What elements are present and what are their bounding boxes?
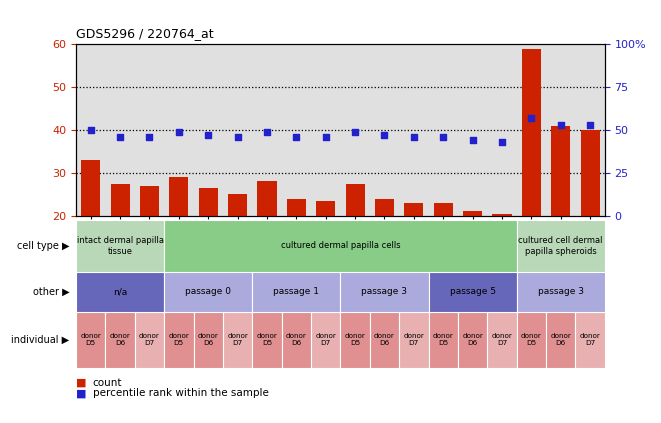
Text: donor
D7: donor D7 [580, 333, 601, 346]
Bar [140, 186, 159, 216]
Bar [551, 126, 570, 216]
Text: donor
D5: donor D5 [433, 333, 453, 346]
Bar [199, 188, 217, 216]
Text: GDS5296 / 220764_at: GDS5296 / 220764_at [76, 27, 214, 40]
Point [467, 137, 478, 144]
Point [585, 121, 596, 128]
Bar [492, 214, 512, 216]
Text: percentile rank within the sample: percentile rank within the sample [93, 388, 268, 398]
Point [174, 129, 184, 135]
Text: passage 5: passage 5 [449, 287, 496, 296]
Bar [405, 203, 424, 216]
Bar [223, 312, 253, 368]
Text: donor
D6: donor D6 [286, 333, 307, 346]
Text: n/a: n/a [113, 287, 127, 296]
Text: intact dermal papilla
tissue: intact dermal papilla tissue [77, 236, 163, 255]
Bar [428, 312, 458, 368]
Bar [375, 199, 394, 216]
Text: donor
D7: donor D7 [315, 333, 336, 346]
Bar [257, 181, 276, 216]
Bar [164, 272, 253, 312]
Bar [110, 184, 130, 216]
Text: donor
D5: donor D5 [256, 333, 278, 346]
Text: passage 1: passage 1 [274, 287, 319, 296]
Bar [458, 312, 487, 368]
Bar [369, 312, 399, 368]
Bar [487, 312, 517, 368]
Text: donor
D6: donor D6 [198, 333, 219, 346]
Text: donor
D5: donor D5 [521, 333, 542, 346]
Bar [517, 312, 546, 368]
Text: donor
D5: donor D5 [344, 333, 366, 346]
Text: cultured dermal papilla cells: cultured dermal papilla cells [281, 242, 400, 250]
Point [438, 134, 449, 140]
Bar [76, 272, 164, 312]
Point [232, 134, 243, 140]
Bar [311, 312, 340, 368]
Bar [287, 199, 306, 216]
Text: passage 0: passage 0 [185, 287, 231, 296]
Text: donor
D6: donor D6 [462, 333, 483, 346]
Text: passage 3: passage 3 [362, 287, 407, 296]
Bar [253, 272, 340, 312]
Point [291, 134, 301, 140]
Bar [282, 312, 311, 368]
Bar [81, 160, 100, 216]
Point [408, 134, 419, 140]
Text: donor
D7: donor D7 [492, 333, 512, 346]
Bar [463, 212, 482, 216]
Point [379, 132, 390, 139]
Bar [194, 312, 223, 368]
Text: donor
D6: donor D6 [110, 333, 130, 346]
Text: other ▶: other ▶ [33, 287, 69, 297]
Bar [135, 312, 164, 368]
Point [350, 129, 360, 135]
Bar [228, 194, 247, 216]
Text: individual ▶: individual ▶ [11, 335, 69, 345]
Bar [546, 312, 576, 368]
Bar [253, 312, 282, 368]
Bar [576, 312, 605, 368]
Text: donor
D5: donor D5 [169, 333, 189, 346]
Point [203, 132, 214, 139]
Bar [346, 184, 365, 216]
Text: donor
D6: donor D6 [551, 333, 571, 346]
Text: passage 3: passage 3 [538, 287, 584, 296]
Text: ■: ■ [76, 388, 87, 398]
Point [526, 115, 537, 121]
Bar [340, 272, 428, 312]
Bar [169, 177, 188, 216]
Bar [517, 220, 605, 272]
Bar [105, 312, 135, 368]
Bar [428, 272, 517, 312]
Text: donor
D6: donor D6 [374, 333, 395, 346]
Point [115, 134, 126, 140]
Bar [399, 312, 428, 368]
Text: ■: ■ [76, 378, 87, 388]
Point [555, 121, 566, 128]
Text: donor
D7: donor D7 [139, 333, 160, 346]
Bar [76, 220, 164, 272]
Bar [316, 201, 335, 216]
Point [321, 134, 331, 140]
Text: donor
D7: donor D7 [403, 333, 424, 346]
Bar [76, 312, 105, 368]
Text: cell type ▶: cell type ▶ [17, 241, 69, 251]
Bar [340, 312, 369, 368]
Bar [522, 49, 541, 216]
Point [85, 127, 96, 134]
Point [496, 139, 507, 146]
Bar [517, 272, 605, 312]
Bar [434, 203, 453, 216]
Point [144, 134, 155, 140]
Bar [580, 130, 600, 216]
Point [262, 129, 272, 135]
Bar [164, 220, 517, 272]
Text: donor
D7: donor D7 [227, 333, 248, 346]
Text: donor
D5: donor D5 [80, 333, 101, 346]
Bar [164, 312, 194, 368]
Text: count: count [93, 378, 122, 388]
Text: cultured cell dermal
papilla spheroids: cultured cell dermal papilla spheroids [518, 236, 603, 255]
